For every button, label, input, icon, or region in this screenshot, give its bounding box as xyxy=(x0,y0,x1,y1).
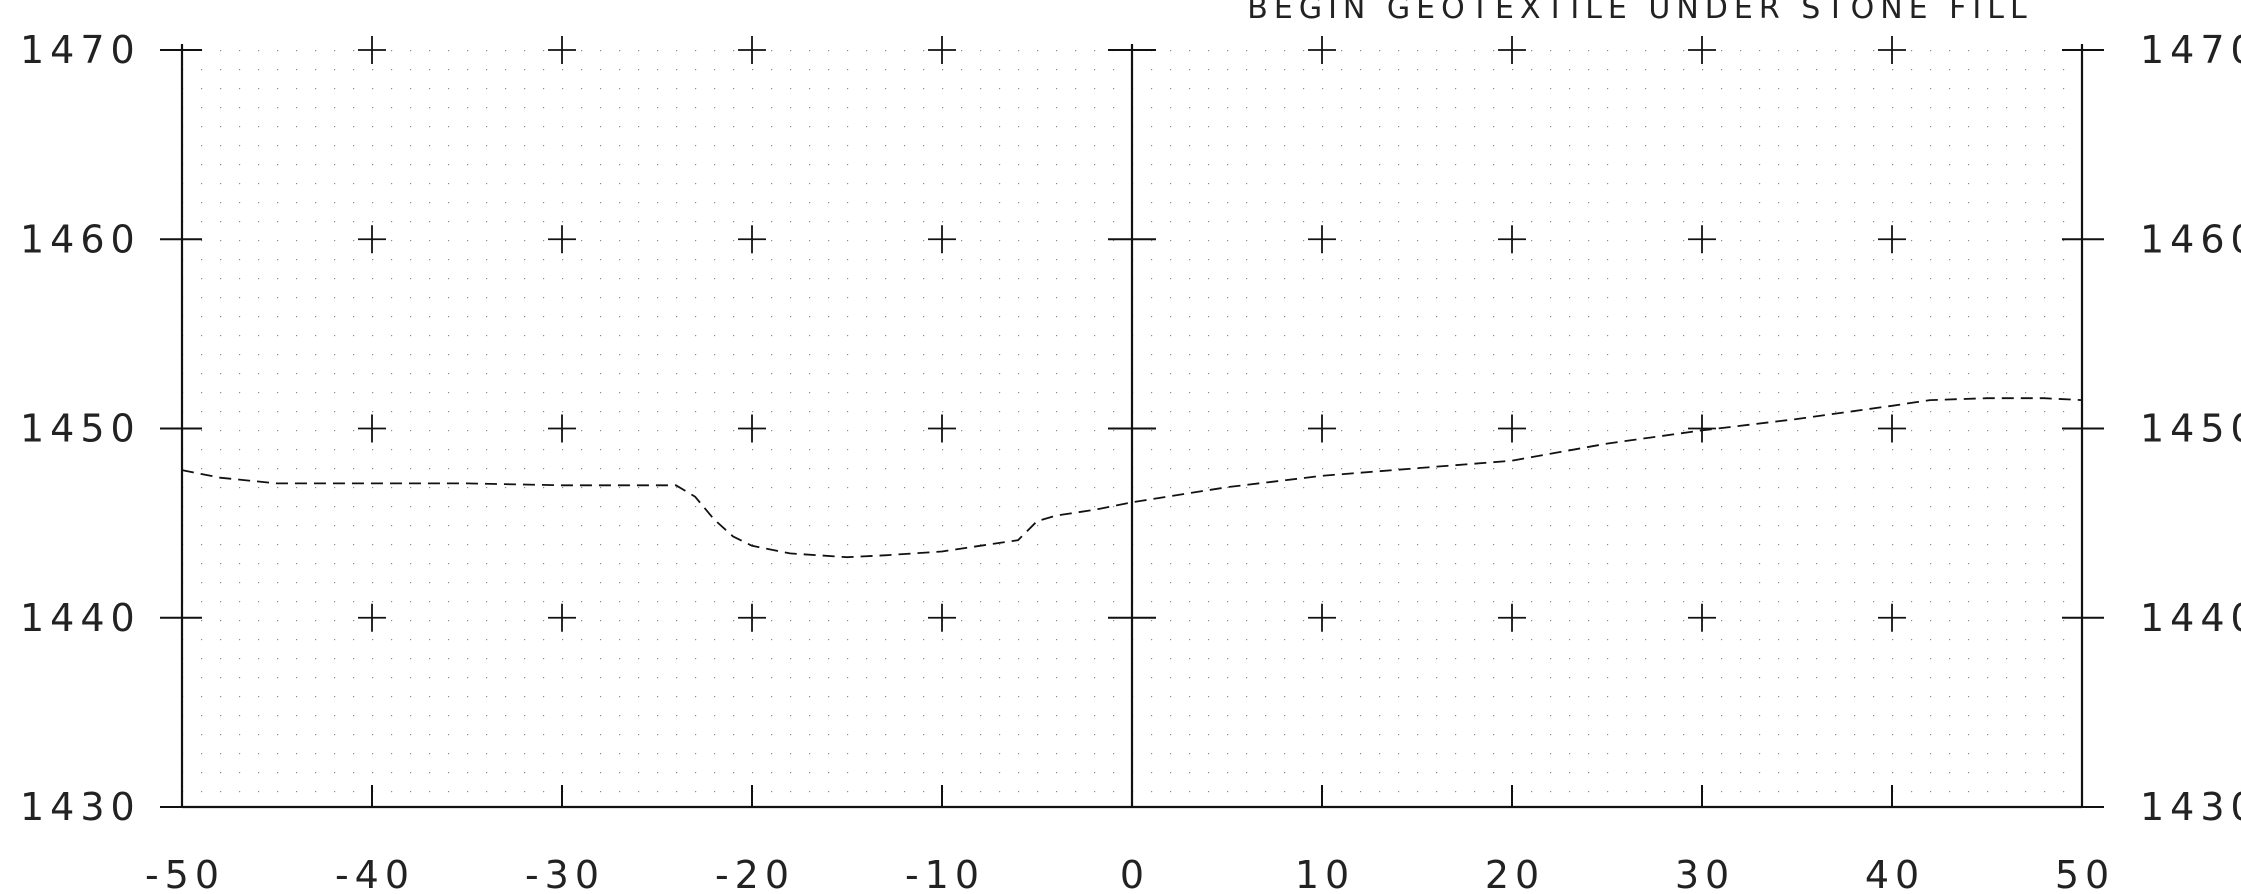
grid-plus-mark xyxy=(1308,36,1336,64)
grid-plus-mark xyxy=(1688,225,1716,254)
grid-plus-mark xyxy=(1308,603,1336,632)
grid-plus-mark xyxy=(1498,603,1526,632)
x-tick-label: 0 xyxy=(1120,853,1150,894)
x-tick-label: 30 xyxy=(1675,853,1735,894)
series-group xyxy=(181,397,2083,559)
x-tick-label: -10 xyxy=(905,853,985,894)
grid-plus-mark xyxy=(1498,36,1526,64)
y-tick-label-left: 1460 xyxy=(20,217,141,261)
y-tick-label-right: 1440 xyxy=(2140,596,2241,640)
grid-plus-mark xyxy=(928,603,956,632)
x-tick-label: -50 xyxy=(145,853,225,894)
x-tick-label: -40 xyxy=(335,853,415,894)
x-tick-label: -30 xyxy=(525,853,605,894)
grid-plus-mark xyxy=(738,414,766,443)
y-tick-label-right: 1470 xyxy=(2140,28,2241,72)
y-tick-label-left: 1430 xyxy=(20,785,141,829)
grid-plus-mark xyxy=(1308,225,1336,254)
x-tick-label: -20 xyxy=(715,853,795,894)
grid-plus-mark xyxy=(1878,36,1906,64)
grid-plus-mark xyxy=(1688,36,1716,64)
grid-plus-mark xyxy=(1308,414,1336,443)
grid-plus-mark xyxy=(358,36,386,64)
y-tick-label-left: 1450 xyxy=(20,407,141,451)
y-tick-label-left: 1470 xyxy=(20,28,141,72)
grid-plus-mark xyxy=(358,603,386,632)
y-tick-label-left: 1440 xyxy=(20,596,141,640)
grid-plus-mark xyxy=(1498,225,1526,254)
grid-plus-mark xyxy=(1878,603,1906,632)
x-tick-label: 40 xyxy=(1865,853,1925,894)
grid-plus-mark xyxy=(738,603,766,632)
grid-plus-mark xyxy=(358,414,386,443)
grid-plus-mark xyxy=(548,36,576,64)
x-tick-label: 20 xyxy=(1485,853,1545,894)
grid-plus-mark xyxy=(1878,225,1906,254)
x-tick-label: 10 xyxy=(1295,853,1355,894)
grid-plus-mark xyxy=(548,414,576,443)
grid-plus-marks xyxy=(358,36,1906,632)
chart-annotation: BEGIN GEOTEXTILE UNDER STONE FILL xyxy=(1247,0,2032,26)
y-axis: 1430 1430 1440 1440 1450 1450 1460 1460 1470 1470 xyxy=(20,28,2241,829)
x-axis: -50 -40 -30 -20 -10 0 10 20 30 40 50 xyxy=(145,785,2115,894)
ground-profile-line xyxy=(181,397,2083,559)
grid-plus-mark xyxy=(548,225,576,254)
grid-plus-mark xyxy=(1688,603,1716,632)
grid-plus-mark xyxy=(1498,414,1526,443)
grid-plus-mark xyxy=(928,225,956,254)
grid-plus-mark xyxy=(1878,414,1906,443)
grid-plus-mark xyxy=(548,603,576,632)
grid-plus-mark xyxy=(738,225,766,254)
grid-plus-mark xyxy=(928,414,956,443)
grid-plus-mark xyxy=(928,36,956,64)
y-tick-label-right: 1430 xyxy=(2140,785,2241,829)
grid-plus-mark xyxy=(358,225,386,254)
y-tick-label-right: 1450 xyxy=(2140,407,2241,451)
grid-plus-mark xyxy=(738,36,766,64)
x-tick-label: 50 xyxy=(2055,853,2115,894)
y-tick-label-right: 1460 xyxy=(2140,217,2241,261)
